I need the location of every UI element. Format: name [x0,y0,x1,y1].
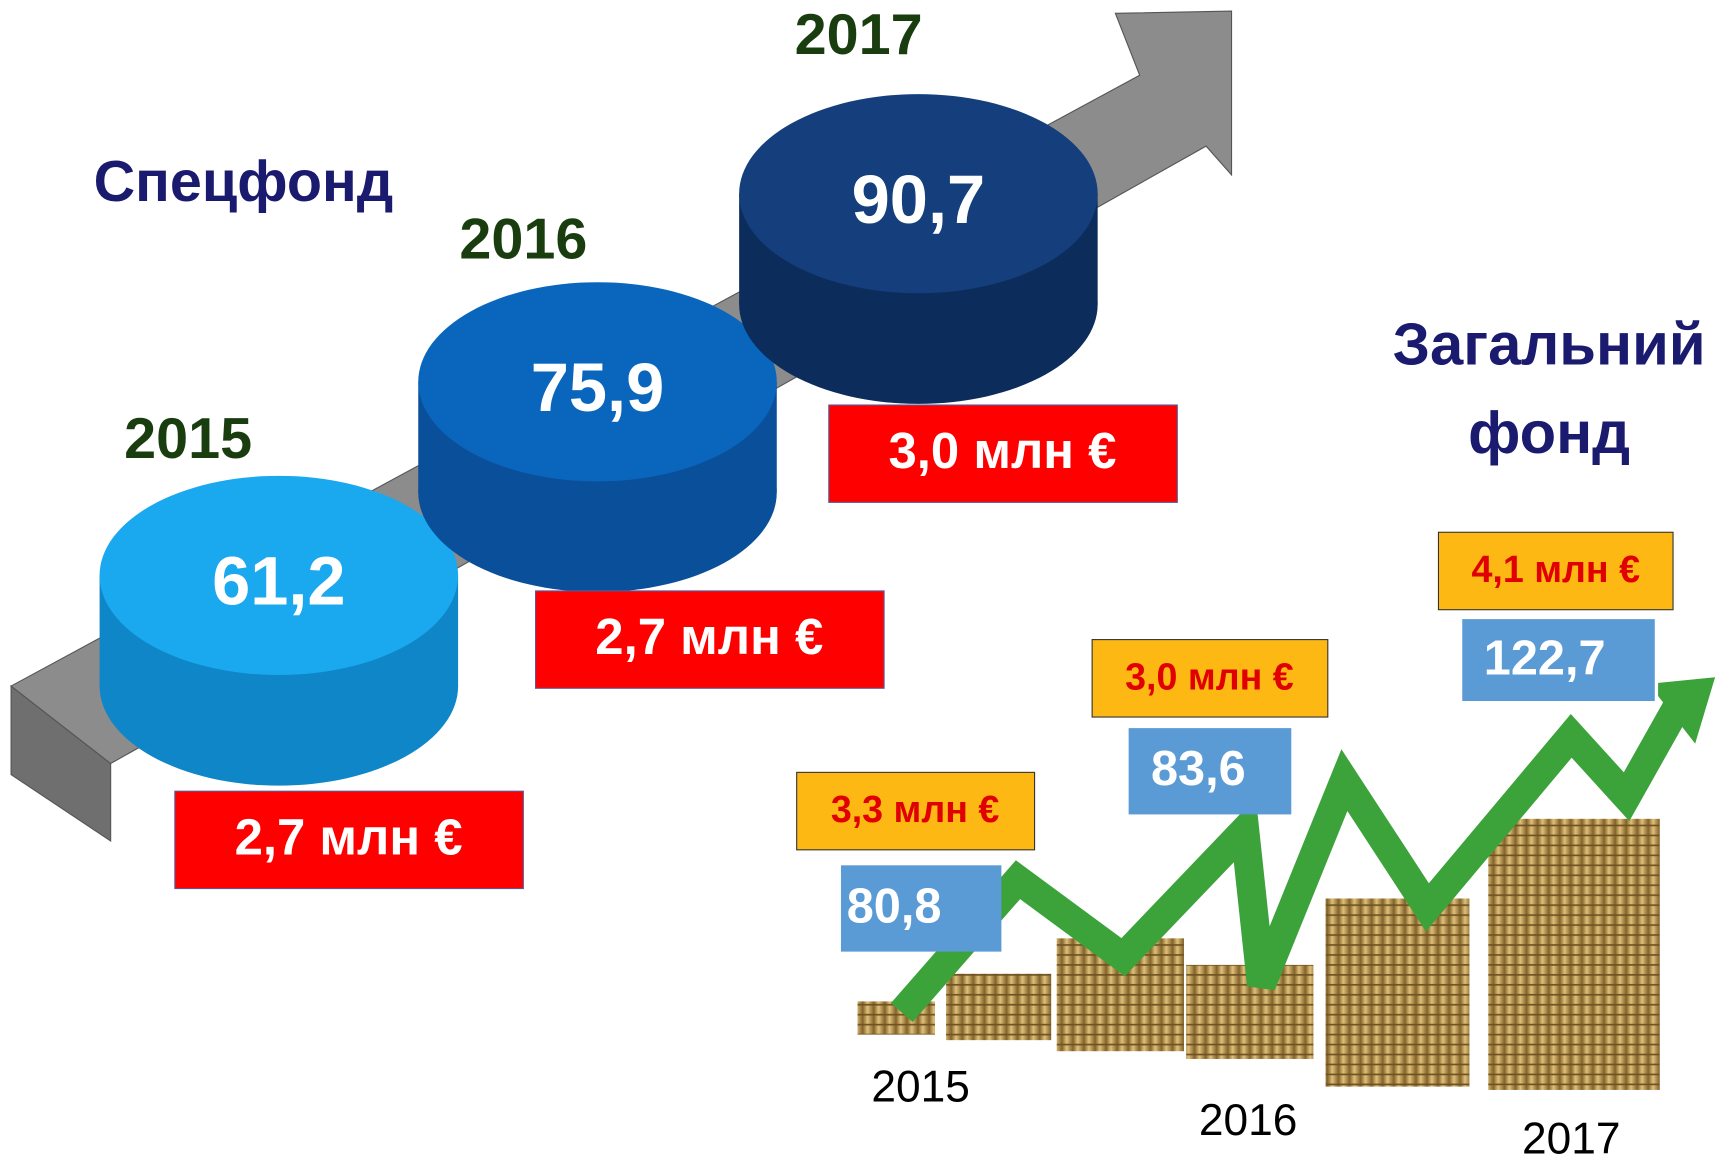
growth-arrowhead [1648,677,1716,744]
growth-arrow [890,701,1689,1022]
year: 2016 [1199,1096,1297,1145]
euro-label: 3,0 млн € [889,422,1117,479]
value: 75,9 [531,349,665,426]
coin-stacks [857,818,1660,1090]
value: 80,8 [847,879,942,933]
value: 122,7 [1484,632,1606,686]
value: 83,6 [1151,742,1246,796]
cylinder [739,94,1098,404]
value: 90,7 [852,161,986,238]
euro-box [1091,639,1329,718]
year: 2017 [1522,1115,1620,1163]
value-box [1458,615,1659,705]
general-fund-title: фонд [1468,399,1630,466]
euro-box [174,790,524,890]
value-box [1128,728,1292,815]
euro-label: 3,3 млн € [831,788,1000,830]
euro-box [534,590,885,689]
euro-label: 4,1 млн € [1471,548,1640,590]
year: 2016 [459,208,587,272]
euro-label: 3,0 млн € [1125,655,1294,697]
value-box [840,865,1002,952]
euro-label: 2,7 млн € [595,608,823,665]
year: 2017 [795,3,923,67]
cylinder [99,475,459,786]
general-fund-title: Загальний [1393,310,1706,377]
value: 61,2 [212,543,346,620]
euro-box [828,404,1178,503]
cylinder [418,282,777,593]
euro-box [1437,531,1674,611]
euro-box [796,771,1036,851]
euro-label: 2,7 млн € [235,808,463,865]
year: 2015 [124,407,252,471]
special-fund-title: Спецфонд [94,150,394,214]
year: 2015 [871,1063,969,1112]
